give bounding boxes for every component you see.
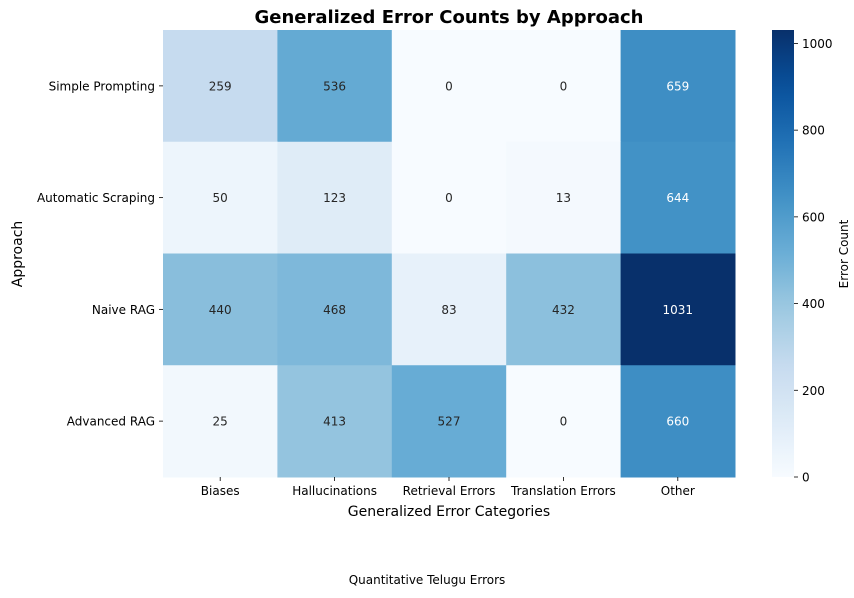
heatmap-cell [620, 141, 736, 254]
heatmap-cell [277, 141, 393, 254]
heatmap-cell [277, 30, 393, 143]
cell-value-label: 659 [666, 79, 689, 93]
cell-value-labels: 259 536 0 0 659 50 123 0 13 644 440 468 83 432 1031 25 4… [209, 79, 693, 428]
heatmap-cell [620, 365, 736, 478]
x-tick-label: Hallucinations [292, 484, 377, 498]
x-tick-label: Retrieval Errors [403, 484, 496, 498]
cell-value-label: 259 [209, 79, 232, 93]
cell-value-label: 83 [441, 303, 456, 317]
colorbar-gradient [772, 30, 794, 477]
heatmap-cell [620, 30, 736, 143]
cell-value-label: 50 [213, 191, 228, 205]
heatmap-cells [163, 30, 736, 478]
colorbar-tick-label: 800 [802, 124, 825, 138]
heatmap-cell [620, 253, 736, 366]
y-tick-label: Naive RAG [92, 303, 155, 317]
heatmap-cell [506, 253, 622, 366]
cell-value-label: 527 [438, 415, 461, 429]
heatmap-cell [163, 141, 278, 254]
cell-value-label: 536 [323, 79, 346, 93]
heatmap-cell [163, 365, 278, 478]
heatmap-cell [506, 141, 622, 254]
x-axis: Biases Hallucinations Retrieval Errors Tran… [201, 477, 695, 498]
cell-value-label: 440 [209, 303, 232, 317]
cell-value-label: 413 [323, 415, 346, 429]
cell-value-label: 0 [445, 79, 453, 93]
x-tick-label: Biases [201, 484, 240, 498]
colorbar-tick-label: 200 [802, 384, 825, 398]
x-axis-title: Generalized Error Categories [348, 504, 550, 520]
heatmap-cell [163, 30, 278, 143]
cell-value-label: 13 [556, 191, 571, 205]
cell-value-label: 25 [213, 415, 228, 429]
heatmap-cell [277, 365, 393, 478]
x-tick-label: Other [661, 484, 695, 498]
cell-value-label: 0 [560, 415, 568, 429]
heatmap-cell [391, 141, 507, 254]
cell-value-label: 123 [323, 191, 346, 205]
heatmap-cell [391, 253, 507, 366]
cell-value-label: 644 [666, 191, 689, 205]
cell-value-label: 432 [552, 303, 575, 317]
y-tick-label: Advanced RAG [67, 415, 155, 429]
y-axis-title: Approach [10, 221, 26, 288]
cell-value-label: 1031 [663, 303, 694, 317]
cell-value-label: 660 [666, 415, 689, 429]
figure-caption: Quantitative Telugu Errors [348, 573, 506, 587]
cell-value-label: 0 [560, 79, 568, 93]
y-tick-label: Simple Prompting [49, 79, 155, 93]
chart-title: Generalized Error Counts by Approach [254, 7, 643, 28]
colorbar-label: Error Count [837, 219, 851, 288]
y-tick-label: Automatic Scraping [37, 191, 155, 205]
heatmap-cell [277, 253, 393, 366]
heatmap-cell [391, 30, 507, 143]
colorbar-tick-label: 600 [802, 210, 825, 224]
heatmap-cell [163, 253, 278, 366]
y-axis: Simple Prompting Automatic Scraping Naive … [37, 79, 163, 429]
heatmap-cell [391, 365, 507, 478]
heatmap-cell [506, 30, 622, 143]
colorbar-tick-label: 400 [802, 297, 825, 311]
x-tick-label: Translation Errors [510, 484, 616, 498]
cell-value-label: 468 [323, 303, 346, 317]
colorbar-tick-label: 0 [802, 471, 810, 485]
colorbar: 0 200 400 600 800 1000 [772, 30, 833, 485]
colorbar-tick-label: 1000 [802, 37, 833, 51]
cell-value-label: 0 [445, 191, 453, 205]
heatmap-cell [506, 365, 622, 478]
